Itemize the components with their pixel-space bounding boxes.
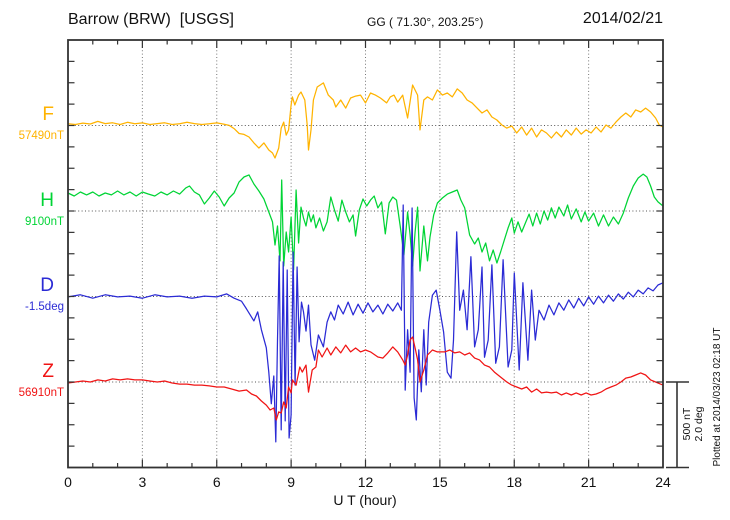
station-title: Barrow (BRW) [USGS] (68, 11, 234, 28)
scale-bar-deg-label: 2.0 deg (693, 406, 705, 442)
trace-D (67, 204, 664, 443)
series-h-baseline-value: 9100nT (24, 216, 64, 228)
x-tick-label: 21 (581, 474, 597, 490)
x-tick-label: 12 (358, 474, 374, 490)
series-f-letter: F (42, 104, 54, 125)
x-tick-labels: 0 3 6 9 12 15 18 21 24 (64, 474, 671, 490)
x-tick-label: 6 (213, 474, 221, 490)
x-tick-label: 0 (64, 474, 72, 490)
geographic-coordinates: GG ( 71.30°, 203.25°) (367, 15, 484, 29)
trace-H (67, 173, 664, 272)
x-tick-label: 24 (655, 474, 671, 490)
series-f-baseline-value: 57490nT (18, 130, 64, 142)
plot-date: 2014/02/21 (582, 10, 663, 27)
plot-frame (67, 39, 664, 469)
x-axis-label: U T (hour) (333, 492, 397, 508)
trace-F (67, 82, 664, 159)
scale-bar-label: 500 nT 2.0 deg (681, 380, 705, 468)
series-d-letter: D (40, 275, 54, 296)
series-z-letter: Z (42, 361, 54, 382)
x-tick-label: 9 (287, 474, 295, 490)
series-z-baseline-value: 56910nT (18, 387, 64, 399)
scale-bar (666, 381, 689, 469)
series-h-letter: H (40, 190, 54, 211)
x-tick-label: 15 (432, 474, 448, 490)
traces (67, 82, 664, 443)
x-tick-label: 3 (138, 474, 146, 490)
x-tick-label: 18 (506, 474, 522, 490)
gridlines (68, 40, 663, 468)
plotted-timestamp-note: Plotted at 2014/03/23 02:18 UT (712, 327, 723, 467)
trace-Z (67, 336, 664, 421)
series-d-baseline-value: -1.5deg (24, 301, 64, 313)
scale-bar-nt-label: 500 nT (681, 407, 693, 441)
